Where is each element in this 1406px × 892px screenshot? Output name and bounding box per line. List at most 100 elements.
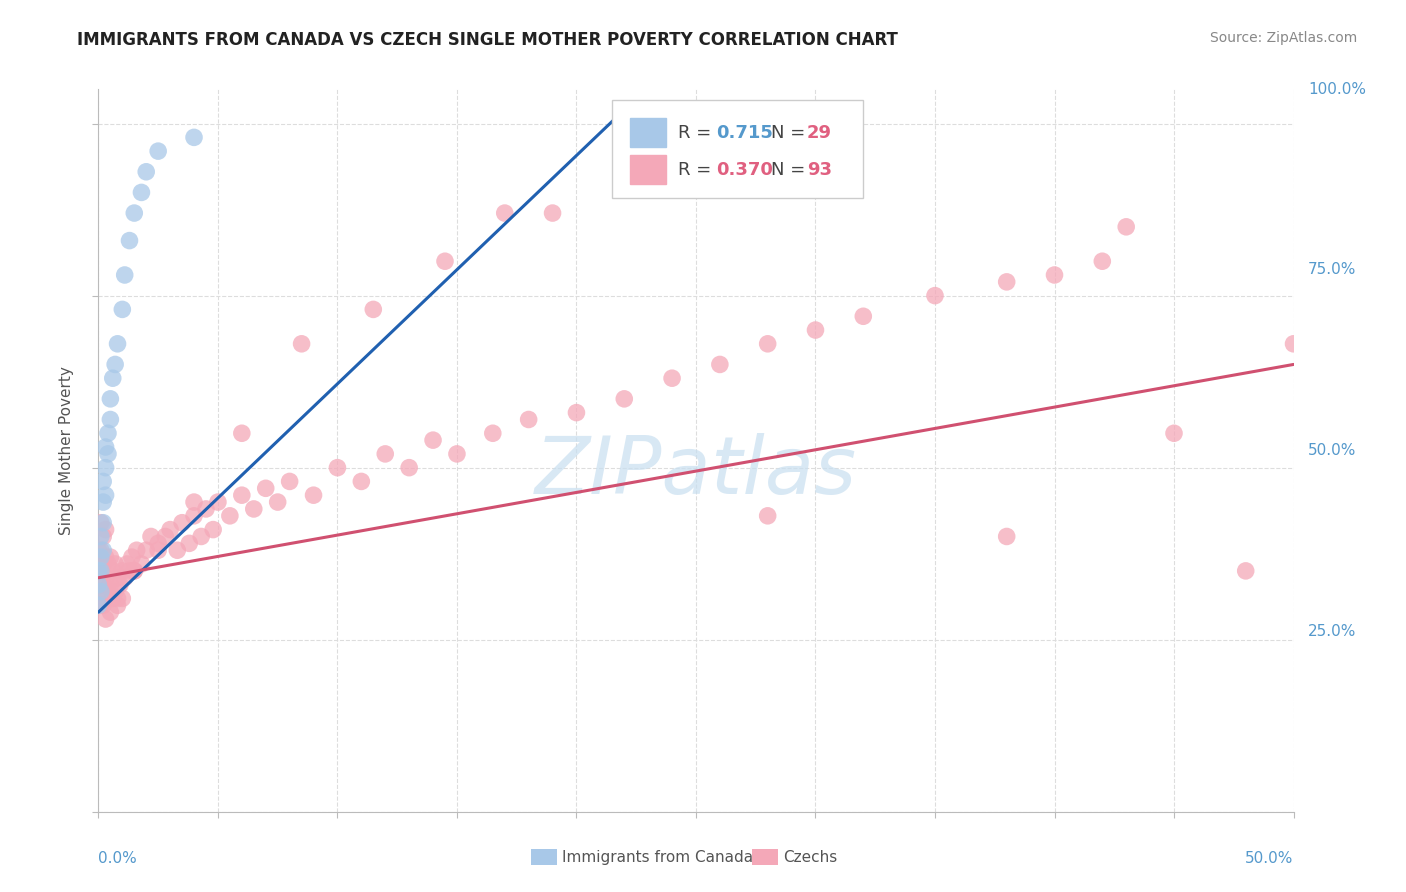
Point: [756, 508, 779, 523]
Point: [155, 529, 177, 543]
Point: [104, 358, 127, 372]
Point: [190, 529, 212, 543]
Point: [124, 206, 146, 220]
Point: [363, 302, 385, 317]
Point: [124, 564, 146, 578]
Point: [94, 571, 117, 585]
Point: [195, 502, 218, 516]
Point: [94, 591, 117, 606]
Point: [98, 412, 122, 426]
Point: [104, 584, 127, 599]
Point: [91, 516, 114, 530]
Text: IMMIGRANTS FROM CANADA VS CZECH SINGLE MOTHER POVERTY CORRELATION CHART: IMMIGRANTS FROM CANADA VS CZECH SINGLE M…: [77, 31, 898, 49]
Point: [111, 591, 134, 606]
Point: [97, 557, 120, 571]
Point: [159, 523, 181, 537]
Point: [613, 392, 636, 406]
Point: [207, 495, 229, 509]
Point: [1043, 268, 1066, 282]
Point: [1234, 564, 1257, 578]
Text: 25.0%: 25.0%: [1308, 624, 1357, 639]
Point: [94, 440, 117, 454]
Point: [995, 275, 1018, 289]
Point: [517, 412, 540, 426]
Point: [101, 591, 124, 606]
Point: [1091, 254, 1114, 268]
Point: [852, 310, 875, 324]
Y-axis label: Single Mother Poverty: Single Mother Poverty: [59, 366, 75, 535]
Point: [148, 536, 170, 550]
Point: [166, 543, 188, 558]
Point: [98, 577, 122, 591]
Point: [90, 516, 112, 530]
Point: [90, 543, 112, 558]
Text: 50.0%: 50.0%: [1246, 852, 1294, 866]
Point: [91, 577, 114, 591]
Point: [135, 165, 157, 179]
Point: [481, 426, 505, 441]
Point: [219, 508, 242, 523]
Point: [107, 336, 129, 351]
Point: [97, 447, 120, 461]
Point: [1163, 426, 1185, 441]
Text: N =: N =: [772, 124, 811, 142]
Point: [374, 447, 396, 461]
Point: [661, 371, 683, 385]
Point: [87, 564, 110, 578]
Text: Immigrants from Canada: Immigrants from Canada: [562, 850, 754, 864]
Point: [104, 557, 127, 571]
Point: [91, 475, 114, 489]
Point: [422, 433, 444, 447]
Point: [111, 564, 134, 578]
Text: 50.0%: 50.0%: [1308, 443, 1357, 458]
Point: [131, 557, 153, 571]
Point: [1115, 219, 1137, 234]
Text: 100.0%: 100.0%: [1308, 82, 1365, 96]
Point: [231, 426, 253, 441]
Point: [107, 571, 129, 585]
Point: [183, 130, 205, 145]
Point: [291, 336, 314, 351]
Text: 0.370: 0.370: [716, 161, 773, 178]
Point: [90, 577, 112, 591]
Point: [125, 543, 148, 558]
Point: [302, 488, 325, 502]
Point: [172, 516, 194, 530]
Point: [124, 564, 146, 578]
Point: [114, 571, 136, 585]
Point: [350, 475, 373, 489]
Text: R =: R =: [678, 161, 717, 178]
Point: [434, 254, 457, 268]
Point: [87, 543, 110, 558]
Point: [90, 550, 112, 565]
Text: 93: 93: [807, 161, 832, 178]
Point: [131, 186, 153, 200]
Point: [90, 599, 112, 613]
Point: [202, 523, 225, 537]
Point: [183, 508, 205, 523]
Point: [101, 564, 124, 578]
Point: [995, 529, 1018, 543]
Point: [87, 599, 110, 613]
Point: [565, 406, 588, 420]
Point: [91, 495, 114, 509]
Point: [111, 302, 134, 317]
Point: [115, 557, 138, 571]
Point: [756, 336, 779, 351]
Point: [494, 206, 516, 220]
Point: [98, 605, 122, 619]
Point: [90, 557, 112, 571]
Point: [107, 591, 129, 606]
Point: [139, 529, 162, 543]
Point: [541, 206, 564, 220]
Point: [278, 475, 301, 489]
Point: [97, 426, 120, 441]
Point: [98, 392, 122, 406]
Point: [94, 460, 117, 475]
Point: [94, 612, 117, 626]
Point: [90, 584, 112, 599]
Point: [135, 543, 157, 558]
Point: [94, 488, 117, 502]
Point: [87, 577, 110, 591]
Point: [97, 584, 120, 599]
